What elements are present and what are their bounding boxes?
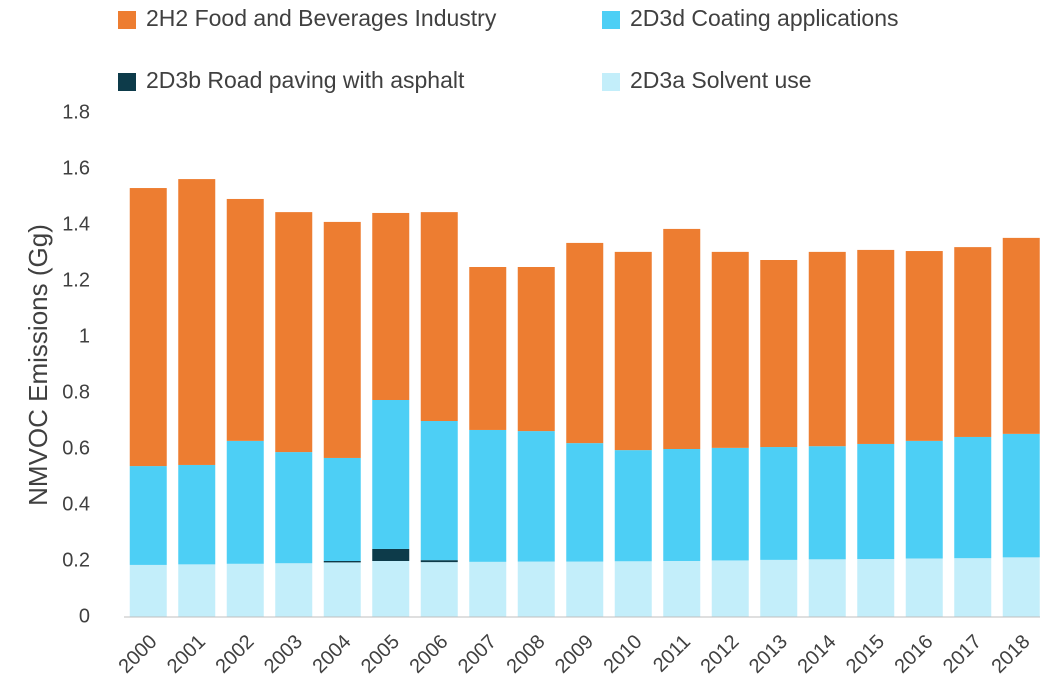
legend-label: 2H2 Food and Beverages Industry [146, 5, 497, 31]
bar-segment [566, 443, 604, 562]
y-axis-label: NMVOC Emissions (Gg) [23, 224, 53, 506]
bar-segment [760, 260, 798, 448]
legend-label: 2D3b Road paving with asphalt [146, 67, 465, 93]
bar-segment [129, 564, 167, 617]
bar-segment [323, 561, 361, 563]
x-tick-label: 2016 [890, 631, 937, 678]
bar-segment [711, 447, 749, 561]
bar-segment [226, 198, 264, 441]
legend-swatch [602, 73, 620, 91]
bar-segment [808, 446, 846, 560]
bar-segment [469, 561, 507, 617]
y-tick-label: 0 [79, 605, 90, 627]
bar-segment [566, 561, 604, 617]
bar-segment [1002, 557, 1040, 617]
bar-segment [275, 563, 313, 617]
bar-segment [372, 212, 410, 400]
bar-segment [905, 558, 943, 617]
bar-segment [663, 449, 701, 561]
y-tick-label: 1.8 [62, 101, 90, 123]
bar-segment [323, 457, 361, 561]
bar-segment [614, 450, 652, 562]
bar-segment [226, 440, 264, 564]
bar-segment [760, 559, 798, 617]
x-tick-label: 2018 [987, 631, 1034, 678]
y-tick-label: 1.6 [62, 157, 90, 179]
bar-segment [954, 436, 992, 559]
bar-segment [420, 562, 458, 617]
x-tick-label: 2011 [649, 631, 695, 677]
bar-segment [226, 563, 264, 617]
bar-segment [420, 212, 458, 421]
legend-swatch [602, 11, 620, 29]
bar-segment [808, 251, 846, 447]
bar-segment [372, 548, 410, 561]
bar-segment [1002, 433, 1040, 558]
bar-segment [323, 562, 361, 617]
bar-segment [663, 561, 701, 617]
y-tick-label: 0.8 [62, 381, 90, 403]
x-tick-label: 2015 [842, 631, 889, 678]
bar-segment [129, 466, 167, 565]
x-tick-label: 2000 [114, 631, 161, 678]
bar-segment [323, 221, 361, 458]
bar-segment [420, 560, 458, 563]
x-tick-label: 2001 [163, 631, 210, 678]
bar-segment [760, 447, 798, 560]
bar-segment [566, 242, 604, 444]
bar-segment [905, 440, 943, 559]
y-tick-label: 0.2 [62, 549, 90, 571]
x-tick-label: 2013 [745, 631, 792, 678]
bar-segment [954, 247, 992, 437]
x-tick-label: 2003 [260, 631, 307, 678]
legend-label: 2D3d Coating applications [630, 5, 899, 31]
x-tick-label: 2006 [405, 631, 452, 678]
legend-label: 2D3a Solvent use [630, 67, 812, 93]
bar-segment [372, 561, 410, 617]
x-tick-label: 2009 [551, 631, 598, 678]
bar-segment [517, 267, 555, 432]
y-tick-label: 1.4 [62, 213, 90, 235]
bar-segment [178, 179, 216, 465]
bar-segment [469, 267, 507, 430]
bar-segment [954, 558, 992, 617]
bar-segment [711, 560, 749, 617]
bar-segment [857, 249, 895, 444]
bar-segment [857, 559, 895, 617]
y-tick-label: 0.6 [62, 437, 90, 459]
x-tick-label: 2008 [502, 631, 549, 678]
bar-segment [614, 561, 652, 617]
legend-swatch [118, 11, 136, 29]
y-tick-label: 1 [79, 325, 90, 347]
bar-segment [517, 561, 555, 617]
x-tick-label: 2007 [454, 631, 501, 678]
y-tick-label: 1.2 [62, 269, 90, 291]
x-tick-label: 2004 [308, 631, 355, 678]
bar-segment [372, 400, 410, 549]
legend-swatch [118, 73, 136, 91]
y-tick-label: 0.4 [62, 493, 90, 515]
bar-segment [178, 464, 216, 565]
bar-segment [808, 559, 846, 617]
bar-segment [275, 452, 313, 564]
x-tick-label: 2014 [793, 631, 840, 678]
bar-segment [178, 564, 216, 617]
x-tick-label: 2012 [696, 631, 743, 678]
bar-segment [1002, 237, 1040, 434]
bar-segment [517, 431, 555, 562]
bar-segment [469, 429, 507, 562]
bar-segment [275, 212, 313, 453]
bar-segment [420, 421, 458, 561]
bar-segment [905, 251, 943, 441]
x-tick-label: 2017 [939, 631, 986, 678]
bar-segment [711, 251, 749, 448]
x-tick-label: 2010 [599, 631, 646, 678]
bar-segment [614, 251, 652, 451]
x-tick-label: 2005 [357, 631, 404, 678]
bar-segment [663, 228, 701, 449]
bar-segment [129, 188, 167, 467]
x-tick-label: 2002 [211, 631, 258, 678]
bar-segment [857, 443, 895, 560]
